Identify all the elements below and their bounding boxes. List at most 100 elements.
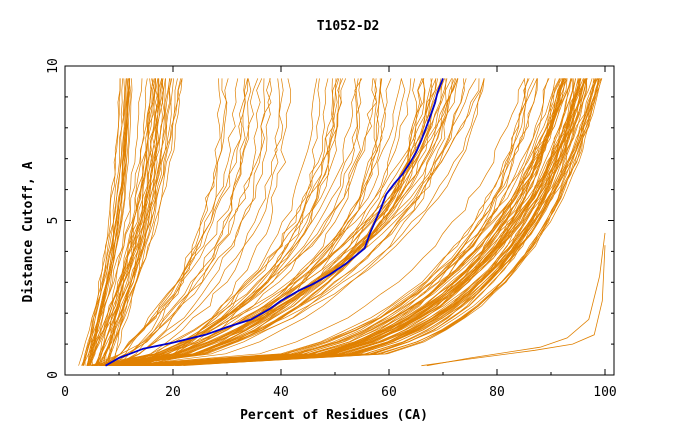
y-axis-label: Distance Cutoff, A xyxy=(21,161,36,302)
model-series-line xyxy=(176,78,596,367)
model-series-line xyxy=(127,78,363,367)
model-series-line xyxy=(129,78,425,367)
model-series-line xyxy=(104,78,174,366)
model-series-line xyxy=(89,78,166,366)
series-layer xyxy=(78,78,606,367)
model-series-line xyxy=(93,78,459,367)
x-tick-label: 60 xyxy=(381,385,397,400)
model-series-line xyxy=(97,78,173,366)
model-series-line xyxy=(122,78,588,367)
model-series-line xyxy=(115,78,334,367)
model-series-line xyxy=(86,78,378,367)
model-series-line xyxy=(103,78,259,366)
model-series-line xyxy=(105,78,156,366)
model-series-line xyxy=(82,78,131,366)
model-series-line xyxy=(167,78,596,367)
model-series-line xyxy=(146,78,598,367)
x-axis: 0 20 40 60 80 100 xyxy=(61,66,617,400)
model-series-line xyxy=(94,78,485,367)
model-series-line xyxy=(102,78,249,366)
y-tick-label: 0 xyxy=(46,371,61,379)
x-tick-label: 40 xyxy=(273,385,289,400)
model-series-line xyxy=(150,78,530,367)
model-series-line xyxy=(82,78,131,366)
model-series-line xyxy=(118,78,573,367)
model-series-line xyxy=(104,78,252,367)
x-axis-label: Percent of Residues (CA) xyxy=(240,408,428,423)
model-series-line xyxy=(96,78,459,367)
model-series-line xyxy=(91,78,343,367)
model-series-line xyxy=(116,78,246,367)
model-series-line xyxy=(168,78,600,367)
model-series-line xyxy=(123,78,588,367)
model-series-line xyxy=(98,78,485,367)
model-series-line xyxy=(116,78,549,367)
model-series-line xyxy=(176,78,588,367)
model-series-line xyxy=(129,78,579,367)
model-series-line xyxy=(91,78,152,366)
model-series-line xyxy=(112,78,337,367)
model-series-line xyxy=(123,78,453,367)
model-series-line xyxy=(163,78,581,367)
model-series-line xyxy=(149,78,582,367)
model-series-line xyxy=(167,78,563,367)
model-series-line xyxy=(158,78,599,367)
model-series-line xyxy=(113,78,465,367)
model-series-line xyxy=(121,78,526,367)
outlier-series-line xyxy=(426,232,606,367)
model-series-line xyxy=(134,78,572,367)
model-series-line xyxy=(86,78,129,366)
model-series-line xyxy=(102,78,263,367)
model-series-line xyxy=(125,78,329,367)
x-tick-label: 80 xyxy=(489,385,505,400)
x-tick-label: 0 xyxy=(61,385,69,400)
model-series-line xyxy=(100,78,347,367)
model-series-line xyxy=(130,78,600,367)
model-series-line xyxy=(108,78,412,367)
model-series-line xyxy=(110,78,280,367)
model-series-line xyxy=(163,78,565,367)
model-series-line xyxy=(97,78,155,366)
model-series-line xyxy=(106,78,172,366)
outlier-series-line xyxy=(421,245,606,367)
model-series-line xyxy=(95,78,183,366)
model-series-line xyxy=(111,78,438,367)
model-series-line xyxy=(89,78,128,366)
model-series-line xyxy=(121,78,406,367)
chart-title: T1052-D2 xyxy=(317,19,380,34)
model-series-line xyxy=(104,78,455,367)
model-series-line xyxy=(167,78,566,367)
model-series-line xyxy=(120,78,565,367)
model-series-line xyxy=(129,78,556,367)
model-series-line xyxy=(149,78,538,367)
model-series-line xyxy=(116,78,357,367)
y-tick-label: 5 xyxy=(46,217,61,225)
x-tick-label: 20 xyxy=(165,385,181,400)
model-series-line xyxy=(139,78,291,367)
model-series-line xyxy=(118,78,563,367)
highlight-series-line xyxy=(105,78,444,367)
model-series-line xyxy=(108,78,229,367)
model-series-line xyxy=(130,78,453,367)
model-series-line xyxy=(120,78,477,367)
model-series-line xyxy=(91,78,448,367)
model-series-line xyxy=(147,78,581,367)
model-series-line xyxy=(136,78,361,367)
model-series-line xyxy=(100,78,156,366)
model-series-line xyxy=(132,78,535,367)
model-series-line xyxy=(98,78,426,367)
model-series-line xyxy=(97,78,228,367)
model-series-line xyxy=(104,78,485,367)
model-series-line xyxy=(111,78,437,367)
y-tick-label: 10 xyxy=(46,58,61,74)
model-series-line xyxy=(115,78,284,367)
model-series-line xyxy=(113,78,164,366)
model-series-line xyxy=(183,78,579,367)
x-tick-label: 100 xyxy=(593,385,616,400)
highlight-layer xyxy=(105,78,444,367)
model-series-line xyxy=(102,78,239,367)
model-series-line xyxy=(98,78,143,366)
model-series-line xyxy=(107,78,182,366)
model-series-line xyxy=(100,78,340,367)
